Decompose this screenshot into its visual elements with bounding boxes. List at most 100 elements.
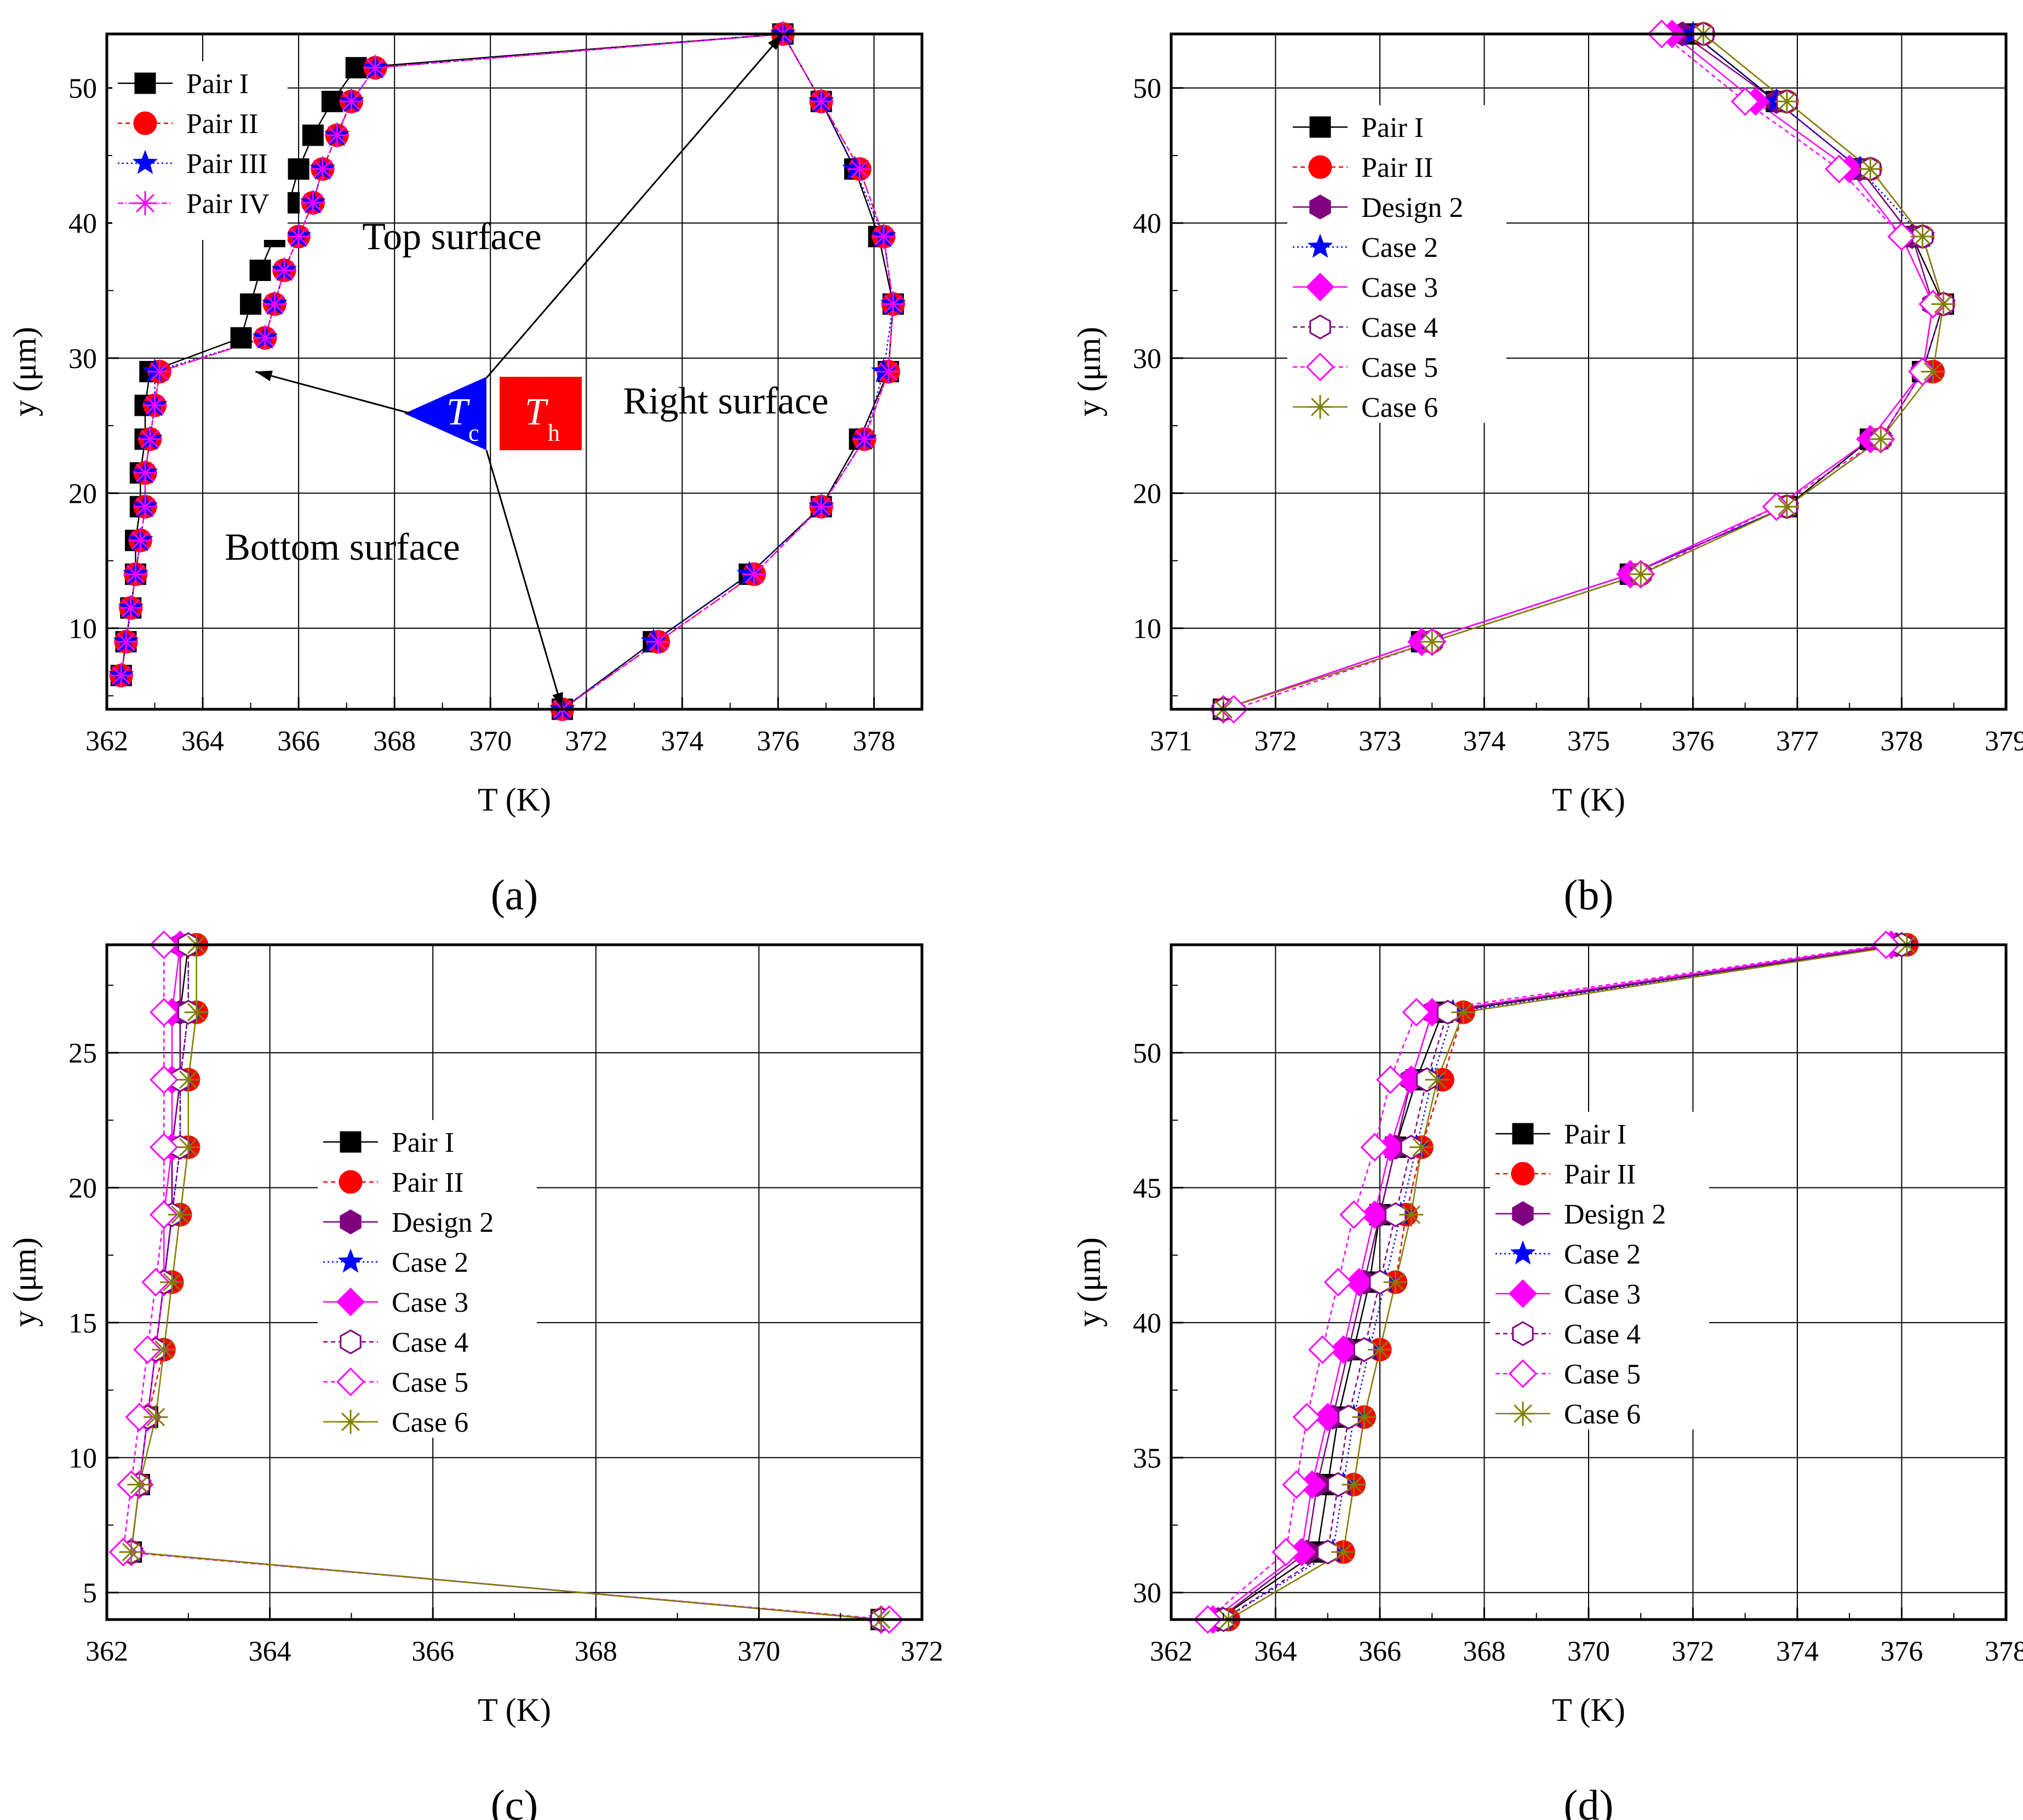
data-point-case-6 xyxy=(184,1000,209,1025)
asterisk-stroke xyxy=(163,1273,181,1291)
panel-b: 371 372 373 374 375 376 377 378 379 10 20 30 40 50 T (… xyxy=(1071,19,2023,918)
data-point-pair-i xyxy=(288,158,310,180)
legend-marker-pair-i xyxy=(1512,1123,1534,1145)
arrow-head xyxy=(552,692,563,709)
arrow-head xyxy=(255,370,273,381)
asterisk-stroke xyxy=(812,92,831,111)
panel-d: 362 364 366 368 370 372 374 376 378 30 35 40 45 50 T (… xyxy=(1071,930,2023,1820)
data-point-pair-i xyxy=(321,90,343,112)
legend-item: Case 5 xyxy=(1495,1359,1641,1390)
data-point-pair-i xyxy=(302,124,324,146)
legend-item: Pair I xyxy=(1293,112,1424,143)
x-tick-label: 372 xyxy=(565,726,608,757)
data-point-pair-iv xyxy=(114,629,139,654)
data-point-pair-iv xyxy=(301,191,325,215)
data-point-pair-iv xyxy=(133,495,158,519)
asterisk-stroke xyxy=(1631,565,1651,584)
legend-item: Pair I xyxy=(1495,1119,1626,1150)
data-point-case-6 xyxy=(1629,562,1653,587)
legend-item: Case 2 xyxy=(1293,232,1438,263)
data-point-case-5 xyxy=(150,1065,179,1094)
data-point-pair-iv xyxy=(286,224,311,249)
data-point-case-5 xyxy=(1292,1403,1321,1432)
legend-item: Case 6 xyxy=(323,1407,468,1438)
asterisk-stroke xyxy=(1861,159,1880,179)
y-tick-label: 15 xyxy=(68,1308,97,1339)
legend-label: Case 2 xyxy=(1361,232,1438,263)
legend-marker-design-2 xyxy=(340,1209,362,1235)
data-point-case-5 xyxy=(1308,1335,1337,1364)
panel-label: (b) xyxy=(1564,871,1614,918)
asterisk-stroke xyxy=(1355,1408,1374,1427)
data-point-case-6 xyxy=(1409,1135,1434,1159)
data-point-pair-iv xyxy=(809,495,834,519)
x-tick-label: 366 xyxy=(277,726,320,757)
legend-item: Case 3 xyxy=(1293,272,1438,303)
legend: Pair I Pair II Design 2 Case 2 Case 3 Case 4 C… xyxy=(1287,105,1506,423)
data-point-case-6 xyxy=(127,1472,152,1497)
data-point-pair-iv xyxy=(363,55,388,80)
data-point-case-5 xyxy=(150,1200,179,1229)
data-point-pair-iv xyxy=(646,629,670,654)
x-tick-label: 373 xyxy=(1359,726,1401,757)
x-tick-label: 362 xyxy=(85,726,128,757)
data-point-pair-iv xyxy=(272,258,296,283)
legend-item: Pair III xyxy=(118,148,268,180)
legend-marker-case-5 xyxy=(336,1367,365,1397)
legend-item: Case 5 xyxy=(323,1367,468,1398)
x-tick-label: 378 xyxy=(1881,726,1923,757)
x-tick-label: 371 xyxy=(1150,726,1193,757)
asterisk-stroke xyxy=(145,396,164,415)
legend-marker-case-3 xyxy=(1305,272,1335,302)
arrow-to-top-right-corner xyxy=(485,33,784,378)
legend-marker-case-4 xyxy=(340,1329,362,1354)
legend-marker-case-3 xyxy=(336,1287,365,1317)
legend-label: Pair II xyxy=(392,1167,463,1198)
annotation-bottom-surface: Bottom surface xyxy=(225,526,460,569)
data-point-case-3 xyxy=(1313,1403,1342,1432)
data-point-pair-iv xyxy=(881,292,906,317)
data-point-case-6 xyxy=(1383,1270,1408,1294)
x-tick-label: 366 xyxy=(1359,1636,1401,1667)
asterisk-stroke xyxy=(1913,227,1932,246)
data-point-pair-iv xyxy=(325,123,349,147)
x-tick-label: 362 xyxy=(1150,1636,1193,1667)
data-point-case-6 xyxy=(144,1405,168,1429)
asterisk-stroke xyxy=(1344,1475,1363,1494)
legend-item: Case 6 xyxy=(1293,392,1438,423)
x-axis-label: T (K) xyxy=(1552,1692,1625,1728)
data-point-case-5 xyxy=(141,1267,170,1297)
data-point-pair-iv xyxy=(852,427,876,451)
legend-marker-case-2 xyxy=(1307,233,1333,258)
data-point-pair-i xyxy=(240,293,262,315)
legend-item: Design 2 xyxy=(1293,192,1463,223)
data-point-case-6 xyxy=(1399,1202,1424,1227)
panel-label: (a) xyxy=(491,871,538,918)
data-point-case-5 xyxy=(150,1133,179,1162)
data-point-case-5 xyxy=(1339,1200,1368,1229)
asterisk-stroke xyxy=(140,429,159,449)
legend-item: Design 2 xyxy=(1495,1199,1666,1230)
legend-label: Case 6 xyxy=(1564,1399,1641,1430)
asterisk-stroke xyxy=(649,632,668,651)
legend-marker-case-4 xyxy=(1512,1321,1534,1346)
legend-label: Design 2 xyxy=(1361,192,1463,223)
plot-frame xyxy=(105,32,924,711)
x-tick-label: 366 xyxy=(411,1636,454,1667)
asterisk-stroke xyxy=(303,193,323,213)
th-subscript: h xyxy=(548,420,560,446)
y-tick-label: 30 xyxy=(68,343,97,375)
data-point-case-3 xyxy=(1360,1200,1389,1229)
x-tick-label: 370 xyxy=(737,1636,780,1667)
legend-label: Case 6 xyxy=(1361,392,1438,423)
legend-marker-case-2 xyxy=(337,1248,364,1273)
legend-label: Pair III xyxy=(186,148,268,180)
x-axis-label: T (K) xyxy=(478,782,551,818)
y-tick-label: 50 xyxy=(1133,1038,1161,1069)
x-tick-label: 368 xyxy=(575,1636,617,1667)
legend-marker-pair-iv xyxy=(133,191,157,215)
legend-item: Case 4 xyxy=(323,1327,468,1358)
data-point-pair-iv xyxy=(876,359,901,384)
y-axis-label: y (μm) xyxy=(7,327,43,417)
